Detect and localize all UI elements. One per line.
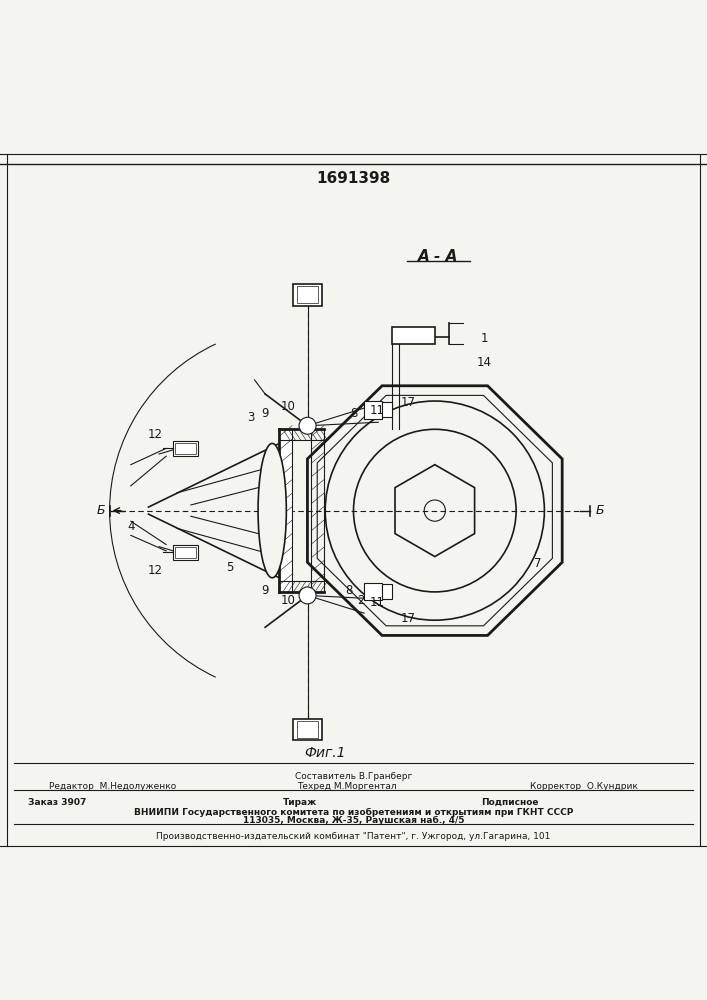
Bar xyxy=(175,443,196,454)
Text: Производственно-издательский комбинат "Патент", г. Ужгород, ул.Гагарина, 101: Производственно-издательский комбинат "П… xyxy=(156,832,551,841)
Text: Корректор  О.Кундрик: Корректор О.Кундрик xyxy=(530,782,638,791)
Text: 11: 11 xyxy=(369,596,385,609)
Text: А - А: А - А xyxy=(418,249,459,264)
Text: 113035, Москва, Ж-35, Раушская наб., 4/5: 113035, Москва, Ж-35, Раушская наб., 4/5 xyxy=(243,816,464,825)
Text: Редактор  М.Недолуженко: Редактор М.Недолуженко xyxy=(49,782,177,791)
Text: 12: 12 xyxy=(148,564,163,577)
Text: Б: Б xyxy=(97,504,105,517)
Text: 2: 2 xyxy=(357,594,364,607)
Bar xyxy=(297,286,318,303)
Text: 8: 8 xyxy=(350,407,357,420)
Ellipse shape xyxy=(258,443,286,578)
Circle shape xyxy=(299,417,316,434)
Bar xyxy=(293,719,322,740)
Text: 3: 3 xyxy=(247,411,255,424)
Text: 10: 10 xyxy=(281,400,296,413)
Circle shape xyxy=(299,587,316,604)
Text: 17: 17 xyxy=(401,612,416,625)
Text: 9: 9 xyxy=(262,407,269,420)
Text: 8: 8 xyxy=(345,584,352,597)
Text: 5: 5 xyxy=(226,561,233,574)
Text: 12: 12 xyxy=(148,428,163,441)
Text: Составитель В.Гранберг: Составитель В.Гранберг xyxy=(295,772,412,781)
Text: Заказ 3907: Заказ 3907 xyxy=(28,798,87,807)
Text: 7: 7 xyxy=(534,557,541,570)
Text: 10: 10 xyxy=(281,594,296,607)
Text: 4: 4 xyxy=(127,520,134,533)
Text: ВНИИПИ Государственного комитета по изобретениям и открытиям при ГКНТ СССР: ВНИИПИ Государственного комитета по изоб… xyxy=(134,808,573,817)
Bar xyxy=(364,401,382,419)
Text: 11: 11 xyxy=(369,404,385,417)
Bar xyxy=(175,547,196,558)
Text: Фиг.1: Фиг.1 xyxy=(305,746,346,760)
Text: Тираж: Тираж xyxy=(283,798,317,807)
Bar xyxy=(382,584,392,599)
Bar xyxy=(382,402,392,417)
Text: 1: 1 xyxy=(481,332,488,345)
Text: Подписное: Подписное xyxy=(481,798,538,807)
Bar xyxy=(297,721,318,738)
Bar xyxy=(173,545,198,560)
Text: Техред М.Моргентал: Техред М.Моргентал xyxy=(297,782,397,791)
Bar xyxy=(364,583,382,600)
Bar xyxy=(293,284,322,306)
Text: 17: 17 xyxy=(401,396,416,409)
Text: Б: Б xyxy=(595,504,604,517)
Text: 1691398: 1691398 xyxy=(316,171,391,186)
Bar xyxy=(173,441,198,456)
Bar xyxy=(392,327,435,344)
Text: 9: 9 xyxy=(262,584,269,597)
Text: 14: 14 xyxy=(477,356,492,369)
